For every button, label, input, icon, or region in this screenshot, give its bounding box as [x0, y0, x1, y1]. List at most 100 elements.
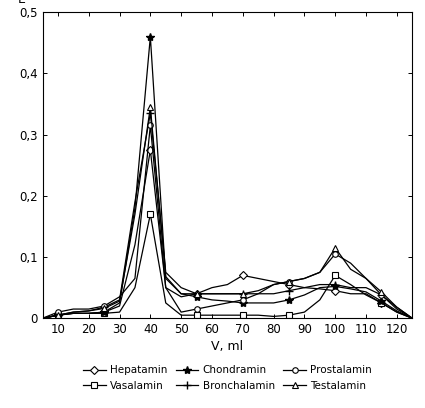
Chondramin [210, 297, 215, 302]
Prostalamin [394, 307, 400, 312]
Vasalamin [333, 273, 338, 278]
Hepatamin [363, 291, 368, 296]
Prostalamin [302, 276, 307, 281]
Chondramin [194, 295, 199, 299]
Hepatamin [178, 295, 184, 299]
Hepatamin [333, 288, 338, 293]
Testalamin [394, 305, 400, 310]
Testalamin [194, 291, 199, 296]
Bronchalamin [225, 291, 230, 296]
Testalamin [132, 212, 137, 217]
Prostalamin [132, 276, 137, 281]
Bronchalamin [271, 291, 276, 296]
Bronchalamin [71, 310, 76, 315]
Bronchalamin [163, 270, 168, 275]
Bronchalamin [55, 313, 60, 317]
Prostalamin [225, 300, 230, 305]
Bronchalamin [394, 305, 400, 310]
Chondramin [255, 300, 261, 305]
Chondramin [117, 300, 122, 305]
Chondramin [363, 290, 368, 295]
Hepatamin [410, 316, 415, 321]
Chondramin [317, 285, 322, 290]
Vasalamin [132, 285, 137, 290]
Hepatamin [86, 311, 91, 316]
Hepatamin [225, 282, 230, 287]
Hepatamin [71, 311, 76, 316]
Testalamin [271, 282, 276, 287]
Bronchalamin [132, 200, 137, 204]
Hepatamin [286, 282, 292, 287]
Line: Vasalamin: Vasalamin [40, 211, 415, 321]
Prostalamin [333, 251, 338, 257]
Hepatamin [348, 291, 353, 296]
Vasalamin [317, 297, 322, 302]
Testalamin [102, 306, 107, 311]
Prostalamin [117, 295, 122, 299]
Vasalamin [148, 212, 153, 217]
Vasalamin [271, 314, 276, 319]
Hepatamin [394, 310, 400, 315]
Chondramin [410, 316, 415, 321]
Chondramin [333, 284, 338, 289]
Hepatamin [317, 286, 322, 291]
Prostalamin [240, 297, 245, 302]
Chondramin [163, 276, 168, 281]
Testalamin [210, 291, 215, 296]
Line: Hepatamin: Hepatamin [40, 147, 415, 321]
Line: Chondramin: Chondramin [38, 33, 416, 322]
Bronchalamin [317, 282, 322, 287]
Vasalamin [40, 316, 45, 321]
Hepatamin [379, 300, 384, 305]
Chondramin [178, 291, 184, 296]
Chondramin [71, 311, 76, 316]
Vasalamin [410, 316, 415, 321]
Hepatamin [240, 273, 245, 278]
Bronchalamin [240, 291, 245, 296]
Vasalamin [302, 310, 307, 315]
Testalamin [178, 291, 184, 296]
Vasalamin [210, 313, 215, 317]
Chondramin [240, 300, 245, 305]
Vasalamin [394, 310, 400, 315]
Prostalamin [55, 310, 60, 315]
Chondramin [348, 286, 353, 291]
Vasalamin [55, 313, 60, 317]
Chondramin [148, 34, 153, 39]
Vasalamin [363, 293, 368, 297]
Hepatamin [132, 242, 137, 247]
Testalamin [410, 316, 415, 321]
Prostalamin [40, 316, 45, 321]
Testalamin [286, 279, 292, 284]
Testalamin [40, 316, 45, 321]
Vasalamin [286, 313, 292, 317]
Prostalamin [194, 307, 199, 312]
Prostalamin [348, 261, 353, 266]
Hepatamin [148, 148, 153, 153]
Testalamin [71, 310, 76, 315]
Vasalamin [178, 313, 184, 317]
Line: Bronchalamin: Bronchalamin [38, 109, 416, 322]
Hepatamin [271, 279, 276, 284]
Chondramin [86, 311, 91, 316]
Chondramin [394, 308, 400, 313]
Line: Testalamin: Testalamin [40, 104, 415, 321]
Chondramin [102, 310, 107, 315]
Vasalamin [348, 282, 353, 287]
Prostalamin [178, 310, 184, 315]
Vasalamin [71, 311, 76, 316]
Vasalamin [379, 300, 384, 305]
Testalamin [163, 274, 168, 279]
Bronchalamin [379, 293, 384, 297]
Prostalamin [71, 307, 76, 312]
Hepatamin [194, 291, 199, 296]
Chondramin [302, 293, 307, 297]
Hepatamin [102, 310, 107, 315]
Chondramin [225, 299, 230, 304]
Vasalamin [194, 313, 199, 317]
Bronchalamin [40, 316, 45, 321]
Vasalamin [255, 313, 261, 317]
Prostalamin [210, 304, 215, 308]
Chondramin [132, 206, 137, 211]
Testalamin [148, 105, 153, 110]
